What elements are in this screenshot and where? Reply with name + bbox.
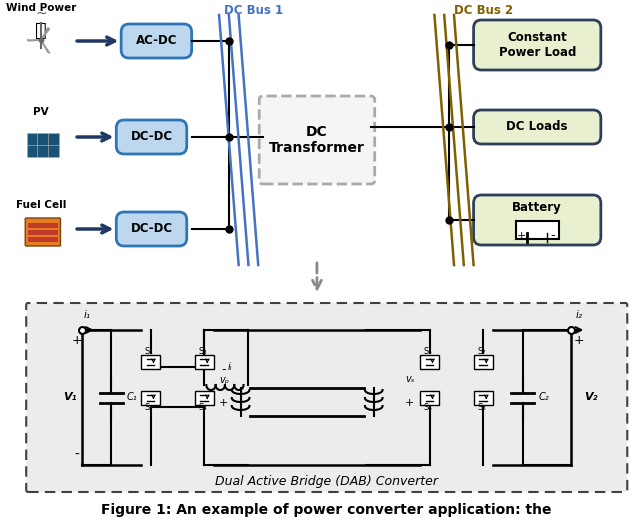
Polygon shape <box>41 40 50 53</box>
Text: i₁: i₁ <box>83 310 90 320</box>
FancyBboxPatch shape <box>116 212 187 246</box>
Text: S₅: S₅ <box>423 347 432 356</box>
Text: S₇: S₇ <box>477 347 486 356</box>
Text: S₂: S₂ <box>145 403 153 412</box>
Text: Constant
Power Load: Constant Power Load <box>499 31 576 59</box>
Bar <box>28 237 58 242</box>
Text: V₁: V₁ <box>63 392 77 403</box>
Text: Dual Active Bridge (DAB) Converter: Dual Active Bridge (DAB) Converter <box>215 476 438 489</box>
Text: S₄: S₄ <box>198 403 207 412</box>
FancyBboxPatch shape <box>26 303 627 492</box>
Text: C₂: C₂ <box>538 392 549 403</box>
Bar <box>420 391 439 404</box>
Text: PV: PV <box>33 107 49 117</box>
FancyBboxPatch shape <box>474 110 601 144</box>
Bar <box>28 230 58 235</box>
Polygon shape <box>41 28 50 40</box>
Text: -: - <box>221 363 226 376</box>
Text: DC Loads: DC Loads <box>506 120 568 133</box>
Text: -: - <box>75 448 79 462</box>
Bar <box>195 391 214 404</box>
Text: i₂: i₂ <box>576 310 583 320</box>
Text: DC Bus 1: DC Bus 1 <box>224 4 283 17</box>
Bar <box>28 223 58 228</box>
Text: DC
Transformer: DC Transformer <box>269 125 365 155</box>
Text: +: + <box>574 333 584 346</box>
Bar <box>141 391 161 404</box>
Text: DC-DC: DC-DC <box>131 222 173 235</box>
Text: S₆: S₆ <box>423 403 432 412</box>
Text: iₗ: iₗ <box>228 362 232 372</box>
Bar <box>420 354 439 368</box>
Text: AC-DC: AC-DC <box>136 34 177 47</box>
Text: +: + <box>220 398 228 407</box>
Polygon shape <box>27 40 41 41</box>
Text: V₂: V₂ <box>584 392 598 403</box>
Text: vₛ: vₛ <box>405 375 415 384</box>
Text: +: + <box>405 398 415 407</box>
Text: +: + <box>517 231 526 241</box>
Text: S₃: S₃ <box>198 347 207 356</box>
Text: ~: ~ <box>35 7 47 21</box>
Text: Figure 1: An example of power converter application: the: Figure 1: An example of power converter … <box>102 503 552 517</box>
FancyBboxPatch shape <box>116 120 187 154</box>
FancyBboxPatch shape <box>474 20 601 70</box>
FancyBboxPatch shape <box>474 195 601 245</box>
Text: 🌬: 🌬 <box>35 20 47 40</box>
Text: +: + <box>72 333 83 346</box>
Text: DC-DC: DC-DC <box>131 130 173 143</box>
Text: Battery: Battery <box>513 201 562 214</box>
Text: C₁: C₁ <box>127 392 138 403</box>
FancyBboxPatch shape <box>259 96 374 184</box>
Bar <box>474 354 493 368</box>
Bar <box>516 221 559 239</box>
Bar <box>27 133 58 157</box>
Bar <box>141 354 161 368</box>
Text: Fuel Cell: Fuel Cell <box>16 200 66 210</box>
Text: DC Bus 2: DC Bus 2 <box>454 4 513 17</box>
Text: Wind Power: Wind Power <box>6 3 76 13</box>
Text: S₁: S₁ <box>144 347 153 356</box>
FancyBboxPatch shape <box>25 218 60 246</box>
Bar <box>474 391 493 404</box>
Text: vₚ: vₚ <box>219 375 229 384</box>
Text: S₈: S₈ <box>477 403 486 412</box>
Bar <box>195 354 214 368</box>
Text: -: - <box>550 229 555 242</box>
FancyBboxPatch shape <box>121 24 191 58</box>
